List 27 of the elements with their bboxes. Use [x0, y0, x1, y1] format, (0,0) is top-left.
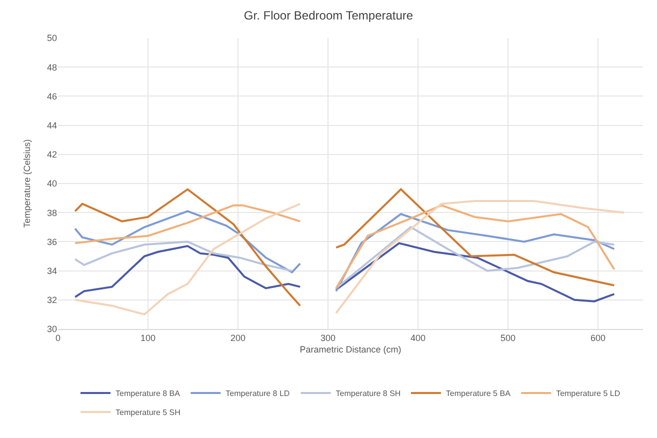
x-tick-label: 600: [590, 332, 606, 343]
legend-label: Temperature 5 SH: [116, 408, 181, 418]
legend-label: Temperature 5 LD: [556, 389, 620, 398]
legend-label: Temperature 8 BA: [116, 389, 181, 398]
y-tick-label: 32: [46, 295, 57, 306]
x-tick-label: 100: [140, 332, 156, 343]
y-tick-label: 44: [46, 120, 57, 130]
y-tick-label: 40: [46, 178, 57, 189]
x-tick-label: 500: [500, 332, 516, 343]
y-tick-label: 34: [46, 266, 57, 276]
x-axis-title: Parametric Distance (cm): [300, 344, 402, 355]
y-axis-title: Temperature (Celsius): [22, 139, 32, 228]
x-tick-label: 0: [55, 332, 61, 343]
x-tick-label: 400: [410, 332, 426, 343]
chart-title: Gr. Floor Bedroom Temperature: [244, 8, 414, 22]
y-tick-label: 50: [46, 33, 57, 44]
legend-label: Temperature 8 LD: [226, 389, 290, 398]
x-tick-label: 200: [230, 332, 246, 343]
x-tick-label: 300: [320, 332, 336, 343]
y-tick-label: 42: [46, 150, 57, 160]
y-tick-label: 30: [46, 324, 57, 334]
legend-label: Temperature 5 BA: [446, 389, 512, 398]
y-tick-label: 38: [46, 208, 57, 218]
y-tick-label: 48: [46, 62, 57, 72]
y-tick-label: 36: [46, 236, 57, 247]
y-tick-label: 46: [46, 91, 57, 102]
legend-label: Temperature 8 SH: [336, 389, 401, 398]
